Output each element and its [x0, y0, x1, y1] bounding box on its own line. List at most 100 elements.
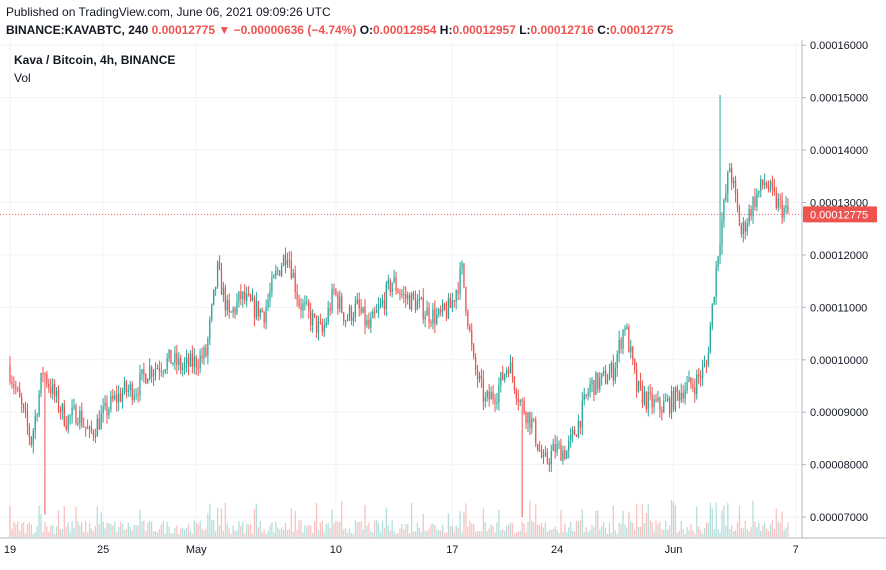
candle-body — [327, 308, 329, 323]
candle-body — [224, 287, 226, 311]
volume-bar — [531, 520, 533, 537]
candle-body — [129, 384, 131, 390]
candle-body — [515, 390, 517, 399]
candle-body — [143, 369, 145, 375]
candle-body — [412, 292, 415, 298]
volume-bar — [560, 509, 562, 537]
candle-body — [587, 392, 589, 396]
volume-bar — [787, 522, 789, 537]
volume-bar — [164, 533, 166, 537]
candle-body — [430, 321, 432, 324]
volume-bar — [769, 524, 772, 537]
volume-bar — [65, 526, 67, 537]
candle-body — [137, 394, 139, 396]
candle-body — [90, 427, 93, 432]
volume-bar — [465, 503, 467, 537]
candle-body — [573, 429, 576, 436]
candle-body — [147, 378, 149, 384]
volume-bar — [674, 505, 677, 537]
candle-body — [211, 304, 213, 320]
volume-bar — [762, 525, 764, 537]
candle-body — [643, 391, 646, 404]
volume-bar — [668, 525, 671, 537]
volume-bar — [280, 527, 283, 537]
volume-bar — [302, 532, 304, 537]
candle-body — [135, 394, 137, 396]
volume-bar — [544, 522, 547, 537]
candle-body — [777, 199, 779, 208]
volume-bar — [156, 532, 159, 537]
candle-body — [284, 255, 287, 266]
candle-body — [339, 296, 341, 309]
candle-body — [306, 302, 308, 304]
candle-body — [331, 288, 333, 312]
volume-bar — [570, 521, 572, 537]
volume-bar — [377, 522, 380, 537]
volume-bar — [428, 528, 430, 537]
volume-bar — [36, 526, 38, 537]
candle-body — [765, 182, 768, 188]
volume-bar — [251, 533, 254, 537]
candle-body — [26, 412, 29, 427]
candle-body — [279, 270, 281, 276]
candle-body — [690, 377, 692, 385]
close-label: C: — [597, 23, 610, 37]
candle-body — [732, 180, 735, 184]
volume-bar — [376, 520, 378, 537]
volume-bar — [601, 526, 603, 537]
volume-bar — [257, 527, 259, 537]
volume-bar — [337, 522, 339, 537]
volume-bar — [661, 529, 663, 537]
last-price-value: 0.00012775 — [151, 23, 215, 37]
candle-body — [162, 371, 164, 373]
candle-body — [707, 353, 710, 365]
date-tick-label: 24 — [551, 544, 563, 556]
candle-body — [461, 263, 463, 269]
candle-body — [519, 400, 521, 403]
candle-body — [618, 339, 620, 355]
volume-bar — [515, 532, 517, 537]
volume-bar — [240, 525, 242, 537]
candle-body — [308, 302, 310, 311]
candle-body — [344, 320, 347, 322]
candle-body — [570, 434, 572, 441]
volume-bar — [765, 528, 768, 537]
candle-body — [372, 311, 374, 318]
volume-bar — [676, 532, 679, 537]
candle-body — [191, 353, 194, 367]
volume-bar — [410, 503, 413, 537]
down-arrow-icon: ▼ — [218, 23, 231, 37]
volume-bar — [154, 530, 157, 537]
candle-body — [672, 391, 675, 410]
volume-bar — [597, 510, 599, 537]
candle-body — [630, 346, 632, 353]
volume-bar — [162, 521, 164, 537]
candle-body — [48, 383, 50, 388]
volume-bar — [655, 520, 657, 537]
candle-body — [546, 452, 549, 462]
candle-body — [723, 199, 725, 221]
candle-body — [616, 354, 618, 368]
volume-bar — [275, 521, 277, 537]
candle-body — [379, 303, 382, 307]
volume-bar — [509, 522, 512, 537]
candle-body — [428, 308, 430, 322]
volume-bar — [158, 529, 161, 537]
candle-body — [509, 362, 512, 374]
candle-body — [121, 393, 124, 402]
candle-body — [678, 392, 680, 401]
volume-bar — [30, 524, 32, 537]
candle-body — [505, 370, 508, 374]
candle-body — [114, 395, 116, 400]
candle-body — [424, 315, 426, 320]
volume-bar — [548, 529, 550, 537]
candle-body — [649, 392, 651, 394]
volume-bar — [32, 533, 34, 537]
volume-bar — [238, 521, 240, 537]
candle-body — [257, 300, 259, 317]
volume-bar — [26, 524, 29, 537]
volume-bar — [496, 522, 498, 537]
candle-body — [222, 287, 225, 295]
candle-body — [55, 390, 58, 397]
